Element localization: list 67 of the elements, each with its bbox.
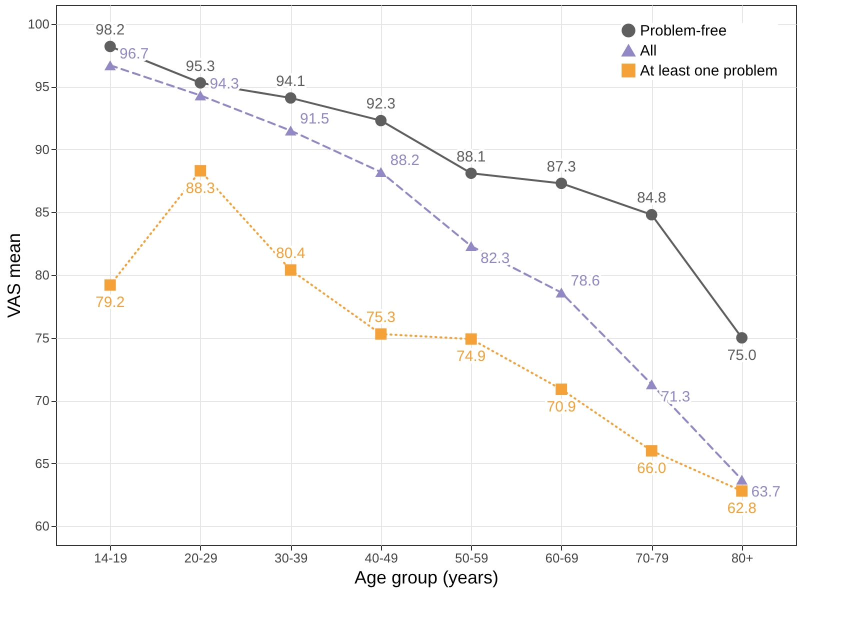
x-tick-label: 14-19 — [94, 550, 128, 566]
point — [465, 168, 477, 179]
point — [284, 126, 296, 136]
y-tick-label: 70 — [35, 393, 50, 408]
point — [284, 92, 296, 104]
x-tick-label: 80+ — [731, 550, 754, 566]
y-tick-label: 75 — [35, 330, 50, 346]
data-label: 63.7 — [751, 484, 780, 501]
point — [465, 241, 477, 252]
data-label: 87.3 — [546, 158, 576, 176]
point — [736, 474, 748, 485]
data-label: 79.2 — [96, 294, 125, 312]
data-label: 75.0 — [727, 346, 756, 364]
data-label: 88.3 — [186, 180, 215, 197]
data-label: 80.4 — [276, 244, 306, 262]
data-label: 88.2 — [390, 152, 420, 170]
data-label: 62.8 — [727, 500, 756, 517]
point — [736, 485, 748, 497]
point — [194, 90, 206, 100]
data-label: 74.9 — [456, 348, 486, 366]
legend-label: Problem-free — [640, 22, 727, 40]
data-label: 70.9 — [546, 398, 576, 416]
point — [375, 167, 387, 177]
x-tick-label: 30-39 — [274, 550, 308, 566]
y-tick-label: 90 — [35, 142, 50, 157]
y-tick-label: 85 — [35, 204, 50, 220]
legend-label: All — [640, 42, 657, 60]
point — [104, 279, 116, 291]
x-tick-label: 50-59 — [454, 550, 488, 566]
point — [646, 445, 658, 457]
point — [736, 332, 748, 344]
point — [375, 328, 387, 340]
point — [104, 40, 116, 52]
point — [194, 165, 206, 176]
point — [284, 264, 296, 276]
data-label: 84.8 — [637, 190, 666, 207]
y-axis-title: VAS mean — [4, 233, 24, 318]
y-tick-label: 100 — [28, 16, 50, 32]
y-tick-label: 60 — [35, 518, 50, 534]
legend-label: At least one problem — [640, 62, 778, 80]
point — [194, 77, 206, 89]
data-label: 98.2 — [96, 21, 125, 38]
data-label: 78.6 — [570, 272, 600, 290]
y-tick-label: 95 — [35, 79, 50, 94]
y-tick-label: 65 — [35, 456, 50, 471]
x-tick-label: 60-69 — [545, 550, 578, 566]
point — [646, 209, 658, 220]
point — [556, 178, 568, 190]
data-label: 75.3 — [366, 309, 396, 326]
data-label: 88.1 — [456, 148, 486, 166]
point — [646, 379, 658, 390]
x-axis-title: Age group (years) — [354, 568, 499, 588]
point — [556, 288, 568, 298]
point — [104, 60, 116, 70]
point — [465, 333, 477, 345]
x-tick-label: 70-79 — [635, 550, 669, 566]
data-label: 95.3 — [186, 58, 215, 75]
data-label: 91.5 — [300, 110, 330, 128]
data-label: 66.0 — [637, 460, 666, 477]
point — [375, 114, 387, 126]
x-tick-label: 20-29 — [184, 550, 218, 566]
y-tick-label: 80 — [35, 268, 50, 282]
data-label: 94.1 — [276, 72, 306, 90]
data-label: 92.3 — [366, 96, 396, 113]
x-tick-label: 40-49 — [364, 550, 398, 566]
point — [556, 384, 568, 395]
data-label: 71.3 — [661, 388, 690, 406]
